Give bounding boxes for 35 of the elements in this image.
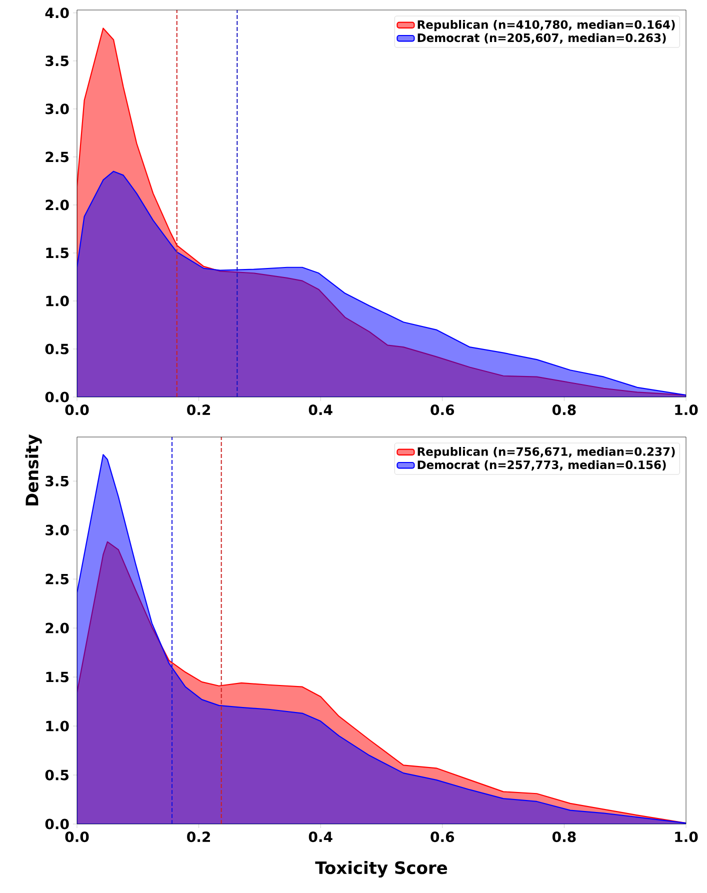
legend-label: Democrat (n=205,607, median=0.263) (418, 33, 666, 44)
y-tick-label: 1.0 (46, 720, 69, 732)
y-tick-label: 3.5 (46, 476, 69, 486)
x-tick-label: 0.2 (187, 832, 210, 842)
x-tick-label: 0.4 (308, 404, 332, 416)
x-tick-label: 0.0 (65, 404, 89, 416)
legend-label: Republican (n=410,780, median=0.164) (418, 20, 675, 32)
y-axis-title: Density (25, 434, 42, 506)
y-tick-label: 1.5 (46, 248, 69, 258)
y-tick-label: 3.5 (46, 56, 69, 66)
y-tick-label: 4.0 (45, 8, 69, 18)
y-tick-label: 2.0 (46, 622, 69, 634)
y-tick-label: 0.0 (45, 392, 69, 402)
legend-label: Democrat (n=257,773, median=0.156) (418, 460, 666, 471)
y-tick-label: 1.5 (46, 672, 69, 682)
x-tick-label: 0.8 (552, 832, 576, 842)
y-tick-label: 3.0 (46, 104, 69, 114)
x-tick-label: 0.6 (430, 404, 454, 416)
x-axis-title: Toxicity Score (315, 860, 448, 878)
y-tick-label: 1.0 (46, 296, 69, 306)
x-tick-label: 0.4 (308, 832, 332, 842)
x-tick-label: 0.8 (552, 404, 576, 416)
x-tick-label: 0.6 (430, 832, 454, 842)
y-tick-label: 2.0 (46, 200, 69, 210)
y-tick-label: 0.5 (45, 770, 69, 780)
y-tick-label: 2.5 (46, 574, 69, 584)
legend-label: Republican (n=756,671, median=0.237) (418, 447, 675, 458)
x-tick-label: 0.0 (65, 832, 89, 842)
x-tick-label: 0.2 (187, 404, 210, 416)
y-tick-label: 3.0 (46, 524, 69, 536)
y-tick-label: 2.5 (46, 152, 69, 162)
y-tick-label: 0.5 (45, 344, 69, 354)
x-tick-label: 1.0 (675, 404, 698, 416)
x-tick-label: 1.0 (675, 832, 698, 842)
y-tick-label: 0.0 (45, 818, 69, 830)
